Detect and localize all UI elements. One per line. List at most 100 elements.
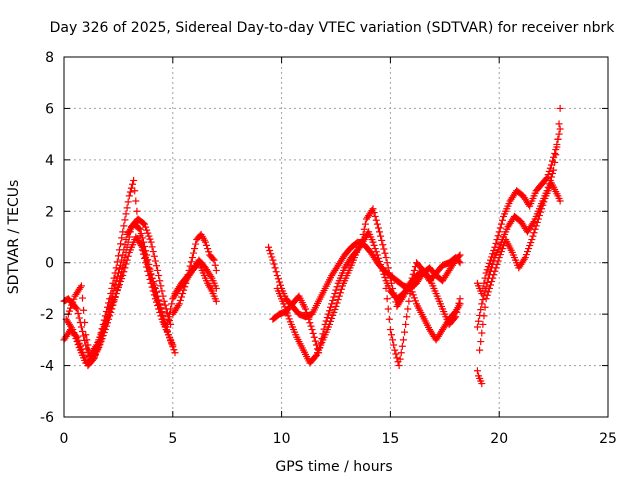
data-point: [370, 209, 378, 217]
data-point: [123, 204, 131, 212]
data-point: [141, 250, 149, 258]
data-point: [152, 288, 160, 296]
x-tick-label: 10: [273, 431, 291, 447]
data-point: [380, 270, 388, 278]
data-point: [157, 304, 165, 312]
data-point: [71, 332, 79, 340]
data-point: [522, 251, 530, 259]
data-point: [74, 341, 82, 349]
data-point: [485, 284, 493, 292]
data-point: [360, 225, 368, 233]
data-point: [523, 248, 531, 256]
data-point: [114, 284, 122, 292]
data-point: [171, 349, 179, 357]
data-point: [106, 295, 114, 303]
data-point: [381, 274, 389, 281]
data-point: [556, 197, 564, 205]
data-point: [146, 267, 154, 275]
data-point: [374, 254, 382, 262]
data-point: [373, 220, 381, 228]
data-point: [495, 228, 503, 236]
data-point: [384, 264, 392, 272]
data-point: [74, 310, 82, 317]
data-point: [542, 175, 550, 183]
data-point: [492, 264, 500, 272]
data-point: [378, 264, 386, 272]
data-point: [497, 220, 505, 228]
data-point: [391, 293, 399, 301]
data-point: [75, 314, 83, 322]
data-point: [389, 336, 397, 344]
data-point: [409, 270, 417, 278]
data-point: [376, 228, 384, 236]
data-point: [534, 215, 542, 223]
data-point: [389, 284, 397, 292]
data-point: [104, 314, 112, 322]
data-point: [376, 257, 384, 265]
data-point: [209, 255, 217, 263]
data-point: [489, 250, 497, 258]
data-point: [555, 120, 563, 128]
plot-frame: [63, 56, 609, 418]
data-point: [152, 262, 160, 270]
data-point: [550, 166, 558, 174]
data-point: [491, 267, 499, 275]
data-point: [207, 272, 215, 280]
data-point: [77, 282, 85, 290]
data-point: [192, 240, 200, 248]
data-point: [410, 266, 418, 274]
data-point: [554, 135, 562, 143]
data-point: [82, 331, 90, 339]
data-point: [393, 354, 401, 362]
data-point: [162, 323, 170, 331]
y-tick-label: 2: [45, 204, 54, 220]
data-point: [405, 297, 413, 305]
data-point: [147, 238, 155, 246]
data-point: [371, 212, 379, 220]
data-point: [70, 329, 78, 337]
data-point: [156, 277, 164, 285]
data-point: [179, 290, 187, 298]
data-point: [303, 308, 311, 316]
data-point: [334, 296, 342, 304]
data-point: [69, 326, 77, 334]
data-point: [112, 290, 120, 298]
data-point: [268, 253, 276, 261]
data-point: [390, 341, 398, 349]
data-point: [489, 274, 497, 282]
data-point: [386, 326, 394, 334]
data-point: [553, 143, 561, 151]
data-point: [379, 241, 387, 249]
data-point: [383, 295, 391, 303]
data-point: [158, 287, 166, 295]
data-point: [332, 302, 340, 310]
data-point: [372, 216, 380, 224]
data-point: [406, 290, 414, 298]
x-tick-label: 15: [381, 431, 399, 447]
data-point: [135, 225, 143, 233]
x-tick-label: 20: [490, 431, 508, 447]
data-point: [141, 220, 149, 228]
data-point: [83, 336, 91, 344]
data-point: [92, 343, 100, 351]
data-point: [150, 252, 158, 260]
data-point: [532, 222, 540, 230]
x-axis-label: GPS time / hours: [275, 459, 392, 475]
data-point: [452, 313, 460, 321]
data-point: [311, 353, 319, 361]
y-tick-label: 6: [45, 101, 54, 117]
data-point: [110, 274, 118, 282]
data-point: [332, 286, 340, 294]
data-point: [473, 323, 481, 331]
data-point: [478, 329, 486, 337]
data-point: [383, 259, 391, 267]
data-point: [454, 304, 462, 312]
data-point: [384, 305, 392, 313]
data-point: [283, 309, 291, 317]
data-point: [142, 223, 150, 231]
data-point: [117, 240, 125, 248]
data-point: [371, 245, 379, 253]
data-point: [266, 247, 274, 254]
data-point: [105, 311, 113, 319]
